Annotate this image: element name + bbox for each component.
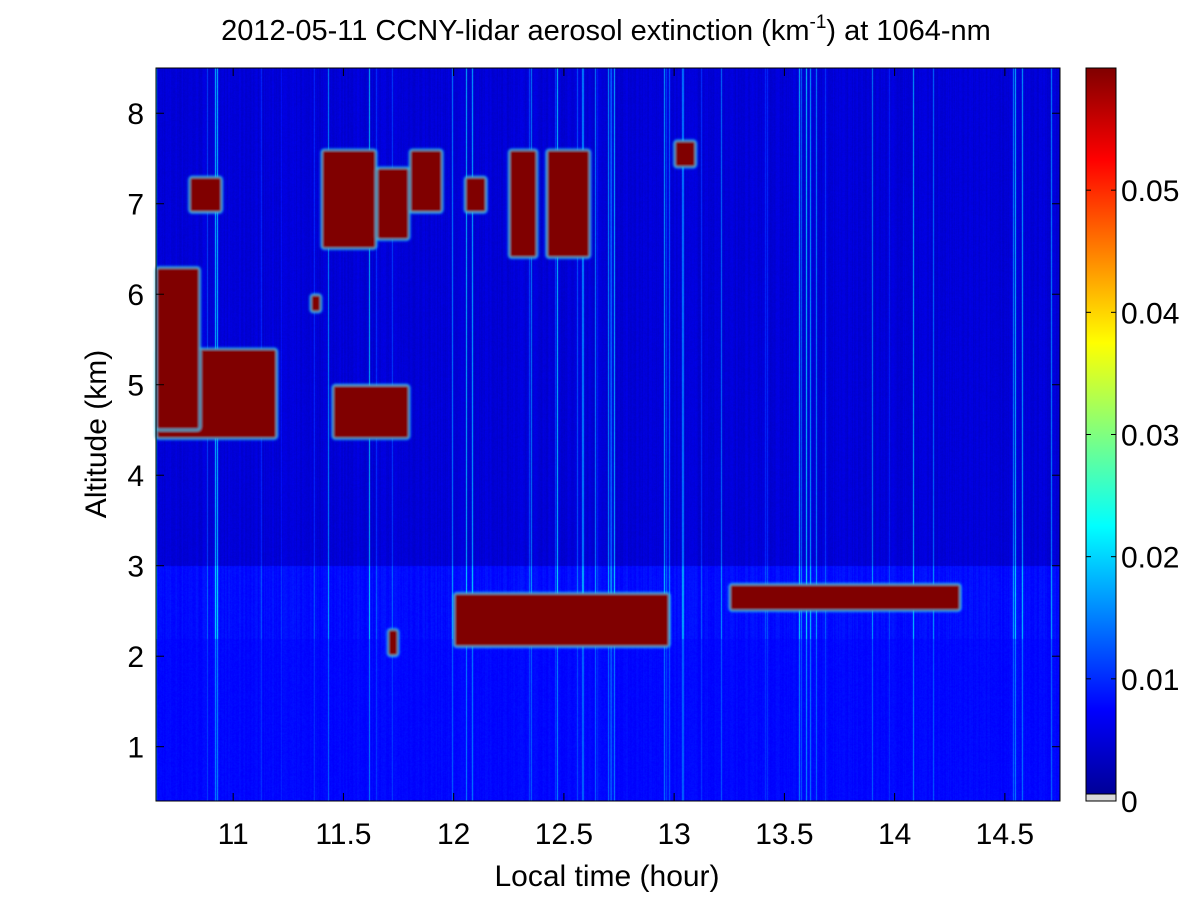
x-tick-label-2: 12 <box>437 818 470 851</box>
feature-mark-6 <box>408 148 444 214</box>
feature-mark-3 <box>188 175 223 214</box>
colorbar-tick-label-3: 0.03 <box>1121 420 1179 453</box>
x-axis-label: Local time (hour) <box>494 860 719 893</box>
feature-mark-14 <box>386 628 400 657</box>
y-axis-ticks: 1 2 3 4 5 6 7 8 <box>127 98 1060 765</box>
y-tick-label-0: 1 <box>127 732 144 765</box>
heatmap-image <box>156 68 1060 801</box>
x-tick-label-4: 13 <box>657 818 690 851</box>
y-tick-label-2: 3 <box>127 551 144 584</box>
feature-mark-8 <box>508 148 539 259</box>
y-tick-label-3: 4 <box>127 460 144 493</box>
feature-mark-9 <box>545 148 592 259</box>
x-tick-label-5: 13.5 <box>755 818 813 851</box>
x-axis-ticks: 11 11.5 12 12.5 13 13.5 14 14.5 <box>218 68 1034 851</box>
x-tick-label-0: 11 <box>218 818 249 851</box>
y-axis-label: Altitude (km) <box>80 350 113 518</box>
colorbar-tick-label-1: 0.01 <box>1121 664 1179 697</box>
x-tick-label-1: 11.5 <box>315 818 371 851</box>
y-tick-label-5: 6 <box>127 279 144 312</box>
y-tick-label-7: 8 <box>127 98 144 131</box>
colorbar-ticks: 0 0.01 0.02 0.03 0.04 0.05 <box>1086 175 1179 819</box>
feature-mark-11 <box>309 293 323 314</box>
feature-mark-5 <box>375 166 411 241</box>
x-tick-label-7: 14.5 <box>976 818 1034 851</box>
feature-mark-2 <box>331 383 411 440</box>
colorbar-tick-label-5: 0.05 <box>1121 175 1179 208</box>
feature-mark-4 <box>320 148 378 250</box>
colorbar-tick-label-2: 0.02 <box>1121 542 1179 575</box>
feature-mark-7 <box>463 175 488 214</box>
chart-title: 2012-05-11 CCNY-lidar aerosol extinction… <box>221 12 991 47</box>
aerosol-features <box>155 139 962 657</box>
y-tick-label-1: 2 <box>127 641 144 674</box>
colorbar-tick-label-4: 0.04 <box>1121 297 1179 330</box>
feature-mark-12 <box>452 592 671 648</box>
colorbar-tick-label-0: 0 <box>1121 786 1138 819</box>
feature-mark-1 <box>155 266 201 431</box>
y-tick-label-6: 7 <box>127 189 144 222</box>
x-tick-label-6: 14 <box>878 818 911 851</box>
x-tick-label-3: 12.5 <box>535 818 593 851</box>
feature-mark-13 <box>728 583 962 612</box>
feature-mark-10 <box>673 139 697 169</box>
y-tick-label-4: 5 <box>127 370 144 403</box>
plot-frame <box>155 67 1061 802</box>
colorbar-zero-cell <box>1085 793 1117 802</box>
